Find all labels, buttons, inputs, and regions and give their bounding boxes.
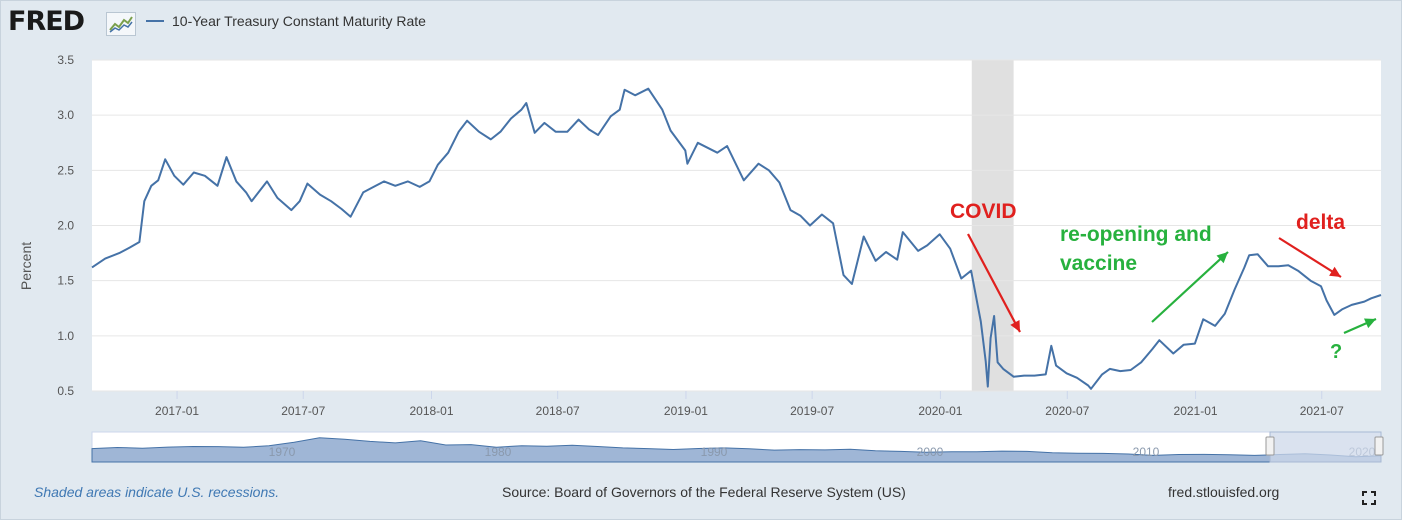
navigator-handle bbox=[1374, 436, 1384, 456]
y-tick-label: 0.5 bbox=[57, 384, 74, 398]
series-layer bbox=[91, 87, 1382, 390]
navigator-year-label: 1990 bbox=[701, 445, 728, 459]
x-tick-label: 2017-01 bbox=[155, 404, 199, 418]
annotation-arrow bbox=[1151, 251, 1229, 323]
annotation-layer: COVID re-opening and vaccine delta? bbox=[950, 200, 1377, 363]
range-navigator[interactable]: 197019801990200020102020 bbox=[91, 431, 1384, 463]
x-tick-label: 2017-07 bbox=[281, 404, 325, 418]
x-tick-label: 2019-07 bbox=[790, 404, 834, 418]
line-chart-icon bbox=[106, 12, 136, 36]
y-axis-title: Percent bbox=[18, 242, 34, 290]
y-tick-label: 3.0 bbox=[57, 108, 74, 122]
annotation-arrowhead bbox=[1329, 266, 1341, 277]
navigator-year-label: 1980 bbox=[485, 445, 512, 459]
navigator-year-label: 1970 bbox=[269, 445, 296, 459]
fullscreen-icon[interactable] bbox=[1362, 491, 1376, 505]
annotation-arrowhead bbox=[1364, 318, 1376, 329]
annotation-label: vaccine bbox=[1060, 252, 1137, 275]
recession-note: Shaded areas indicate U.S. recessions. bbox=[34, 484, 280, 500]
series-line bbox=[91, 87, 1382, 390]
annotation-label: re-opening and bbox=[1060, 223, 1212, 246]
x-tick-label: 2021-01 bbox=[1174, 404, 1218, 418]
chart-legend[interactable]: 10-Year Treasury Constant Maturity Rate bbox=[146, 13, 426, 29]
fred-logo[interactable]: FRED bbox=[8, 6, 85, 37]
annotation-arrowhead bbox=[1010, 320, 1020, 332]
annotation-arrow bbox=[967, 233, 1021, 333]
annotation-label: COVID bbox=[950, 200, 1017, 223]
site-link[interactable]: fred.stlouisfed.org bbox=[1168, 484, 1280, 500]
x-tick-label: 2020-07 bbox=[1045, 404, 1089, 418]
y-tick-label: 2.5 bbox=[57, 163, 74, 177]
legend-label: 10-Year Treasury Constant Maturity Rate bbox=[172, 13, 426, 29]
y-tick-label: 3.5 bbox=[57, 53, 74, 67]
annotation-label: ? bbox=[1330, 341, 1342, 363]
chart-area[interactable]: 0.5 1.0 1.5 2.0 2.5 3.0 3.5 2017-01 2017-07 2018… bbox=[0, 40, 1402, 470]
x-tick-label: 2019-01 bbox=[664, 404, 708, 418]
annotation-arrowhead bbox=[1216, 252, 1228, 264]
y-tick-label: 1.5 bbox=[57, 274, 74, 288]
x-tick-label: 2018-01 bbox=[409, 404, 453, 418]
x-tick-label: 2020-01 bbox=[918, 404, 962, 418]
navigator-year-label: 2000 bbox=[917, 445, 944, 459]
navigator-year-label: 2010 bbox=[1133, 445, 1160, 459]
legend-swatch bbox=[146, 20, 164, 22]
x-tick-label: 2021-07 bbox=[1300, 404, 1344, 418]
x-tick-label: 2018-07 bbox=[536, 404, 580, 418]
navigator-window bbox=[1269, 431, 1382, 463]
y-axis: 0.5 1.0 1.5 2.0 2.5 3.0 3.5 bbox=[57, 53, 74, 398]
y-tick-label: 1.0 bbox=[57, 329, 74, 343]
x-axis: 2017-01 2017-07 2018-01 2018-07 2019-01 2019-… bbox=[155, 391, 1344, 418]
navigator-handle bbox=[1265, 436, 1275, 456]
annotation-arrow bbox=[1278, 237, 1342, 278]
grid-layer bbox=[92, 59, 1381, 392]
annotation-label: delta bbox=[1296, 211, 1345, 234]
source-text: Source: Board of Governors of the Federa… bbox=[502, 484, 906, 500]
y-tick-label: 2.0 bbox=[57, 219, 74, 233]
navigator-area bbox=[91, 437, 1382, 463]
